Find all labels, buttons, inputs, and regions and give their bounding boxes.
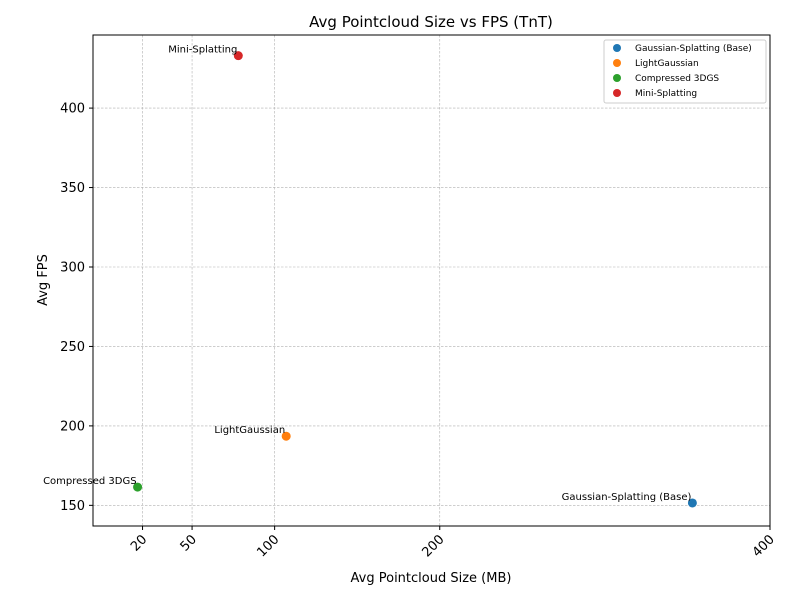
y-tick-label: 400 (60, 102, 85, 117)
x-tick-label: 400 (750, 532, 778, 560)
plot-area-frame (92, 34, 771, 527)
data-points (133, 51, 697, 508)
x-tick-label: 20 (128, 532, 150, 554)
x-tick-label: 50 (178, 532, 200, 554)
y-tick-label: 350 (60, 181, 85, 196)
point-annotation: Compressed 3DGS (43, 476, 137, 487)
legend-marker (613, 74, 621, 82)
point-annotation: LightGaussian (214, 425, 285, 436)
legend-entry: LightGaussian (635, 59, 699, 69)
data-point (281, 431, 291, 441)
legend-entry: Gaussian-Splatting (Base) (635, 44, 752, 54)
point-annotation: Gaussian-Splatting (Base) (562, 492, 692, 503)
legend-entry: Compressed 3DGS (635, 74, 719, 84)
data-point (687, 498, 697, 508)
y-tick-label: 250 (60, 340, 85, 355)
y-axis-label: Avg FPS (36, 254, 51, 306)
point-annotations: Gaussian-Splatting (Base) LightGaussian Co… (43, 45, 691, 503)
data-point (233, 51, 243, 61)
data-point (133, 482, 143, 492)
y-tick-label: 150 (60, 499, 85, 514)
legend-marker (613, 59, 621, 67)
legend-box (603, 39, 767, 104)
x-tick-label: 100 (254, 532, 282, 560)
x-tick-label: 200 (419, 532, 447, 560)
legend: Gaussian-Splatting (Base) LightGaussian Co… (603, 39, 767, 104)
point-annotation: Mini-Splatting (168, 45, 237, 56)
legend-entry: Mini-Splatting (635, 89, 697, 99)
x-axis-label: Avg Pointcloud Size (MB) (351, 571, 512, 586)
y-tick-label: 300 (60, 260, 85, 275)
chart-title: Avg Pointcloud Size vs FPS (TnT) (309, 13, 553, 31)
grid-lines (93, 35, 771, 526)
y-tick-label: 200 (60, 419, 85, 434)
legend-marker (613, 44, 621, 52)
legend-marker (613, 89, 621, 97)
